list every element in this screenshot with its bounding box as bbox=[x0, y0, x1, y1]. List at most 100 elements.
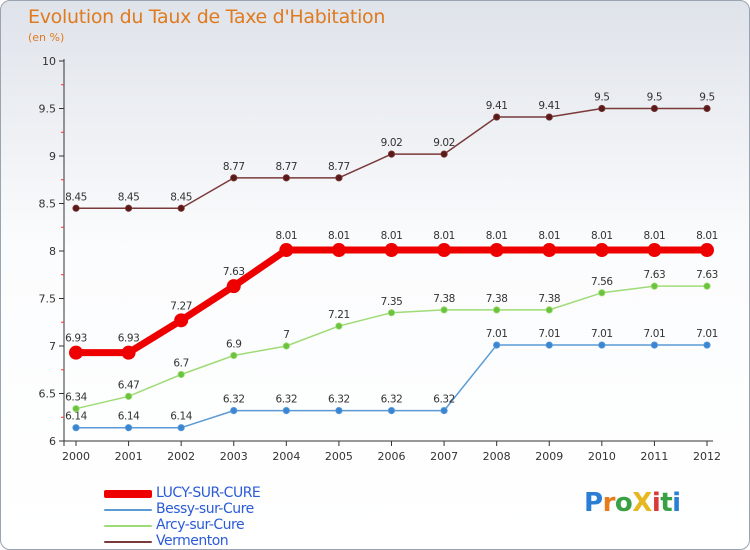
data-point bbox=[440, 150, 448, 158]
data-point bbox=[703, 341, 711, 349]
data-label: 6.34 bbox=[65, 392, 87, 404]
data-point bbox=[650, 282, 659, 290]
legend-swatch bbox=[104, 541, 152, 543]
data-label: 6.32 bbox=[328, 394, 350, 406]
x-tick-label: 2009 bbox=[535, 450, 563, 463]
data-point bbox=[121, 345, 136, 360]
data-label: 9.5 bbox=[647, 92, 663, 104]
data-point bbox=[493, 341, 501, 349]
data-label: 6.7 bbox=[173, 358, 189, 370]
data-label: 8.77 bbox=[275, 161, 297, 173]
x-tick-label: 2004 bbox=[272, 450, 300, 463]
data-point bbox=[598, 104, 606, 113]
data-label: 8.77 bbox=[328, 161, 350, 173]
data-point bbox=[545, 113, 553, 121]
x-tick-label: 2002 bbox=[167, 450, 195, 463]
data-label: 8.45 bbox=[118, 191, 140, 203]
data-label: 6.32 bbox=[433, 394, 455, 406]
data-label: 7.35 bbox=[381, 296, 403, 308]
data-point bbox=[703, 104, 711, 113]
data-label: 9.41 bbox=[538, 100, 560, 112]
data-label: 9.02 bbox=[381, 137, 403, 149]
data-point bbox=[226, 279, 241, 294]
data-label: 8.01 bbox=[433, 230, 455, 242]
data-label: 8.01 bbox=[275, 230, 297, 242]
x-tick-label: 2008 bbox=[483, 450, 511, 463]
chart-subtitle: (en %) bbox=[28, 31, 65, 44]
y-tick-label: 10 bbox=[42, 55, 56, 68]
data-label: 6.32 bbox=[381, 394, 403, 406]
data-point bbox=[493, 306, 501, 314]
data-label: 7.01 bbox=[644, 328, 666, 340]
data-point bbox=[124, 392, 133, 400]
data-point bbox=[124, 204, 133, 212]
data-point bbox=[282, 174, 290, 182]
x-tick-label: 2001 bbox=[115, 450, 143, 463]
data-label: 7.63 bbox=[223, 266, 245, 278]
y-tick-label: 7.5 bbox=[39, 293, 57, 306]
legend-label: LUCY-SUR-CURE bbox=[156, 485, 261, 501]
data-label: 7.56 bbox=[591, 276, 613, 288]
data-point bbox=[230, 174, 238, 182]
data-label: 8.01 bbox=[328, 230, 350, 242]
data-label: 6.9 bbox=[226, 339, 242, 351]
data-point bbox=[437, 243, 452, 258]
legend-swatch bbox=[104, 509, 152, 511]
data-label: 6.32 bbox=[223, 394, 245, 406]
y-tick-label: 6 bbox=[49, 435, 56, 448]
data-point bbox=[545, 306, 553, 314]
data-point bbox=[282, 406, 290, 415]
x-tick-label: 2006 bbox=[378, 450, 406, 463]
x-tick-label: 2012 bbox=[693, 450, 721, 463]
y-tick-label: 7 bbox=[49, 340, 56, 353]
data-label: 6.47 bbox=[118, 379, 140, 391]
logo-letter: X bbox=[632, 488, 652, 518]
data-point bbox=[440, 306, 448, 314]
data-label: 7.21 bbox=[328, 309, 350, 321]
data-point bbox=[493, 113, 501, 121]
data-point bbox=[703, 282, 711, 290]
data-point bbox=[230, 351, 238, 360]
data-point bbox=[230, 406, 238, 415]
data-label: 7 bbox=[283, 329, 289, 341]
logo-letter: i bbox=[672, 488, 681, 518]
x-tick-label: 2007 bbox=[430, 450, 458, 463]
data-point bbox=[647, 243, 662, 258]
data-label: 7.27 bbox=[170, 300, 192, 312]
data-point bbox=[489, 243, 504, 258]
y-tick-label: 8 bbox=[49, 245, 56, 258]
data-label: 7.38 bbox=[433, 293, 455, 305]
logo-letter: o bbox=[614, 488, 633, 518]
legend-label: Bessy-sur-Cure bbox=[156, 501, 254, 517]
data-label: 7.01 bbox=[538, 328, 560, 340]
data-point bbox=[279, 243, 294, 258]
data-point bbox=[124, 424, 133, 432]
data-label: 7.63 bbox=[696, 269, 718, 281]
y-tick-label: 9 bbox=[49, 150, 56, 163]
data-label: 9.41 bbox=[486, 100, 508, 112]
y-tick-label: 9.5 bbox=[39, 103, 57, 116]
chart-title: Evolution du Taux de Taxe d'Habitation bbox=[28, 6, 386, 28]
logo-letter: r bbox=[602, 488, 616, 518]
data-label: 8.45 bbox=[65, 191, 87, 203]
legend-label: Vermenton bbox=[156, 533, 229, 549]
data-label: 6.32 bbox=[275, 394, 297, 406]
data-point bbox=[650, 341, 659, 349]
y-tick-label: 8.5 bbox=[39, 198, 57, 211]
data-label: 8.01 bbox=[696, 230, 718, 242]
data-label: 8.77 bbox=[223, 161, 245, 173]
data-label: 7.38 bbox=[538, 293, 560, 305]
data-label: 8.01 bbox=[538, 230, 560, 242]
data-point bbox=[598, 289, 606, 297]
data-label: 7.01 bbox=[591, 328, 613, 340]
data-point bbox=[72, 405, 80, 413]
data-point bbox=[177, 370, 185, 379]
data-point bbox=[387, 406, 396, 415]
data-point bbox=[545, 341, 553, 349]
logo-letter: i bbox=[651, 488, 661, 518]
data-point bbox=[331, 243, 346, 258]
data-point bbox=[72, 204, 80, 212]
data-label: 7.01 bbox=[486, 328, 508, 340]
